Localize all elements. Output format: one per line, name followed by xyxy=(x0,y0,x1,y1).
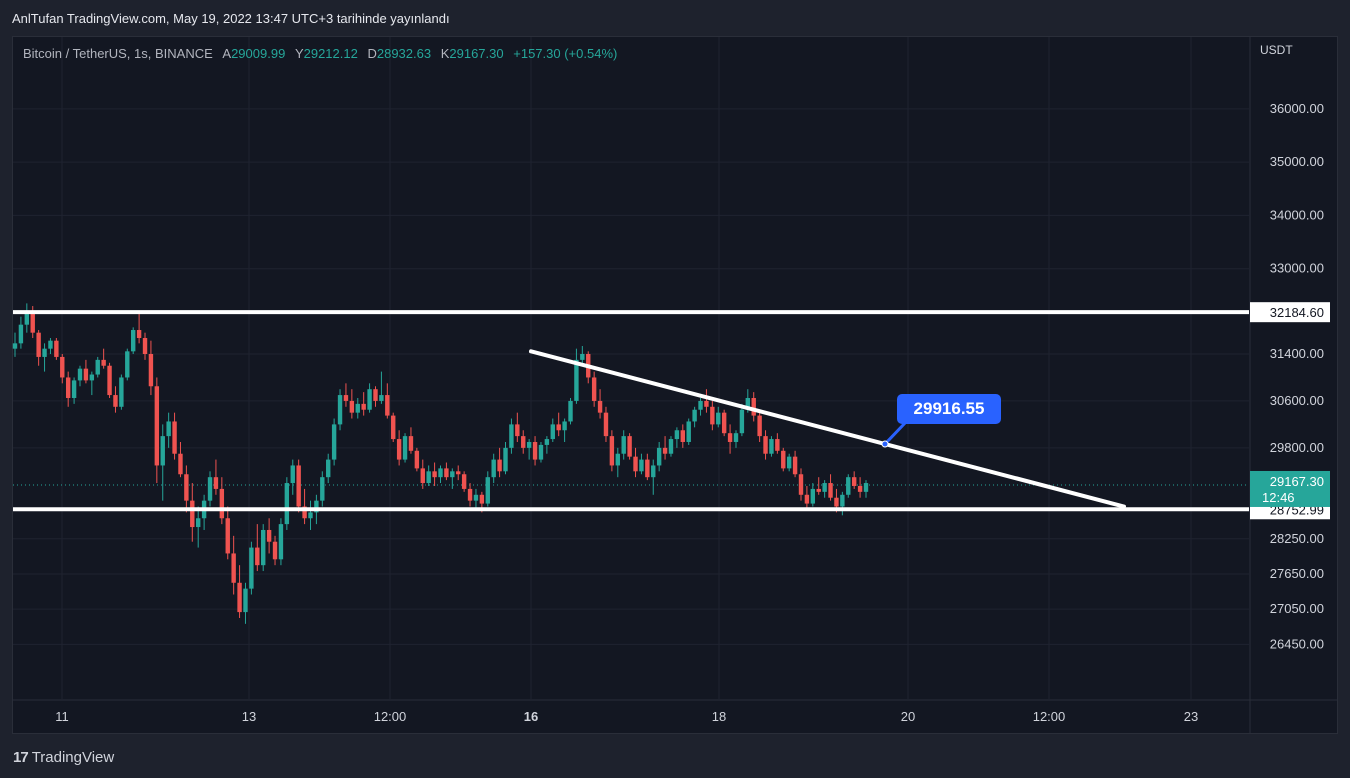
open-label: A xyxy=(222,46,232,61)
currency-label[interactable]: USDT xyxy=(1260,43,1293,57)
change-value: +157.30 (+0.54%) xyxy=(513,46,618,61)
symbol-name: Bitcoin / TetherUS, 1s, BINANCE xyxy=(23,46,213,61)
brand-name: TradingView xyxy=(31,748,115,766)
close-value: 29167.30 xyxy=(449,46,504,61)
symbol-legend[interactable]: Bitcoin / TetherUS, 1s, BINANCE A29009.9… xyxy=(23,46,617,61)
high-label: Y xyxy=(294,46,304,61)
tradingview-logo-icon: 17 xyxy=(13,748,29,766)
open-value: 29009.99 xyxy=(231,46,286,61)
high-value: 29212.12 xyxy=(303,46,358,61)
tradingview-footer[interactable]: 17 TradingView xyxy=(13,746,114,768)
publish-header: AnlTufan TradingView.com, May 19, 2022 1… xyxy=(0,0,1350,36)
publish-text: AnlTufan TradingView.com, May 19, 2022 1… xyxy=(12,11,450,26)
close-label: K xyxy=(440,46,450,61)
low-label: D xyxy=(367,46,377,61)
low-value: 28932.63 xyxy=(376,46,432,61)
chart-frame[interactable] xyxy=(12,36,1338,734)
